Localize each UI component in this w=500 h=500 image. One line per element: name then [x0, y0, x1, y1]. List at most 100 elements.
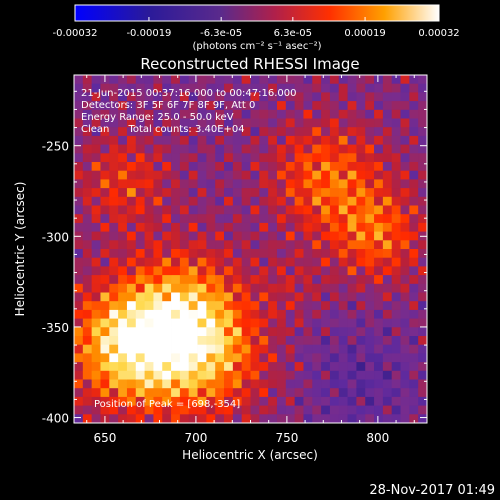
heatmap-cell [162, 249, 172, 259]
heatmap-cell [418, 170, 427, 180]
heatmap-cell [268, 127, 278, 137]
heatmap-cell [400, 196, 410, 206]
heatmap-cell [321, 153, 331, 163]
heatmap-cell [329, 135, 340, 145]
heatmap-cell [232, 353, 243, 363]
heatmap-cell [409, 257, 419, 267]
heatmap-cell [215, 388, 225, 398]
heatmap-cell [259, 240, 269, 250]
heatmap-cell [276, 101, 287, 111]
heatmap-cell [232, 240, 243, 250]
heatmap-cell [206, 318, 216, 328]
heatmap-cell [215, 205, 225, 215]
heatmap-cell [285, 127, 296, 137]
heatmap-cell [109, 196, 119, 206]
colorbar-ticks: -0.00032 -0.00019 -6.3e-05 6.3e-05 0.00019 0.… [53, 17, 460, 39]
heatmap-cell [365, 405, 375, 415]
heatmap-cell [294, 362, 304, 372]
heatmap-cell [118, 179, 128, 189]
heatmap-cell [241, 135, 251, 145]
heatmap-cell [382, 353, 393, 363]
heatmap-cell [391, 196, 401, 206]
heatmap-cell [400, 188, 410, 198]
heatmap-cell [374, 275, 384, 285]
heatmap-cell [179, 101, 190, 111]
heatmap-cell [276, 379, 287, 389]
heatmap-cell [285, 292, 296, 302]
heatmap-cell [382, 396, 393, 406]
heatmap-cell [312, 309, 322, 319]
heatmap-cell [126, 336, 137, 346]
heatmap-cell [135, 353, 145, 363]
heatmap-cell [409, 405, 419, 415]
heatmap-cell [294, 257, 304, 267]
heatmap-cell [400, 362, 410, 372]
heatmap-cell [409, 75, 419, 85]
heatmap-cell [338, 196, 348, 206]
heatmap-cell [276, 327, 287, 337]
heatmap-cell [294, 292, 304, 302]
heatmap-cell [74, 362, 84, 372]
heatmap-cell [365, 135, 375, 145]
heatmap-cell [153, 231, 163, 241]
heatmap-cell [312, 266, 322, 276]
heatmap-cell [206, 231, 216, 241]
heatmap-cell [82, 370, 93, 380]
heatmap-cell [171, 414, 181, 423]
heatmap-cell [224, 283, 234, 293]
heatmap-cell [303, 275, 313, 285]
heatmap-cell [382, 127, 393, 137]
heatmap-cell [224, 144, 234, 154]
heatmap-cell [144, 196, 154, 206]
heatmap-cell [365, 370, 375, 380]
heatmap-cell [259, 135, 269, 145]
heatmap-cell [241, 214, 251, 224]
heatmap-cell [382, 414, 393, 423]
heatmap-cell [347, 266, 357, 276]
heatmap-cell [188, 344, 198, 354]
heatmap-cell [126, 240, 137, 250]
heatmap-cell [303, 370, 313, 380]
heatmap-cell [153, 405, 163, 415]
heatmap-cell [109, 301, 119, 311]
heatmap-cell [365, 275, 375, 285]
heatmap-cell [382, 205, 393, 215]
heatmap-cell [400, 101, 410, 111]
heatmap-cell [215, 153, 225, 163]
heatmap-cell [232, 135, 243, 145]
heatmap-cell [259, 196, 269, 206]
heatmap-cell [241, 309, 251, 319]
heatmap-cell [285, 379, 296, 389]
heatmap-cell [347, 336, 357, 346]
heatmap-cell [197, 405, 207, 415]
heatmap-cell [365, 240, 375, 250]
heatmap-cell [409, 301, 419, 311]
heatmap-cell [100, 109, 110, 119]
heatmap-cell [321, 162, 331, 172]
heatmap-cell [391, 414, 401, 423]
heatmap-cell [126, 318, 137, 328]
heatmap-cell [241, 327, 251, 337]
heatmap-cell [232, 405, 243, 415]
heatmap-cell [153, 214, 163, 224]
heatmap-cell [259, 318, 269, 328]
heatmap-cell [365, 188, 375, 198]
heatmap-cell [285, 283, 296, 293]
heatmap-cell [82, 266, 93, 276]
heatmap-cell [312, 370, 322, 380]
heatmap-cell [409, 205, 419, 215]
heatmap-cell [188, 214, 198, 224]
heatmap-cell [391, 388, 401, 398]
heatmap-cell [391, 214, 401, 224]
heatmap-cell [91, 309, 101, 319]
heatmap-cell [206, 370, 216, 380]
heatmap-cell [91, 101, 101, 111]
heatmap-cell [118, 318, 128, 328]
heatmap-cell [321, 257, 331, 267]
heatmap-cell [74, 283, 84, 293]
heatmap-cell [153, 327, 163, 337]
heatmap-cell [232, 222, 243, 232]
heatmap-cell [329, 240, 340, 250]
heatmap-cell [206, 266, 216, 276]
heatmap-cell [153, 240, 163, 250]
